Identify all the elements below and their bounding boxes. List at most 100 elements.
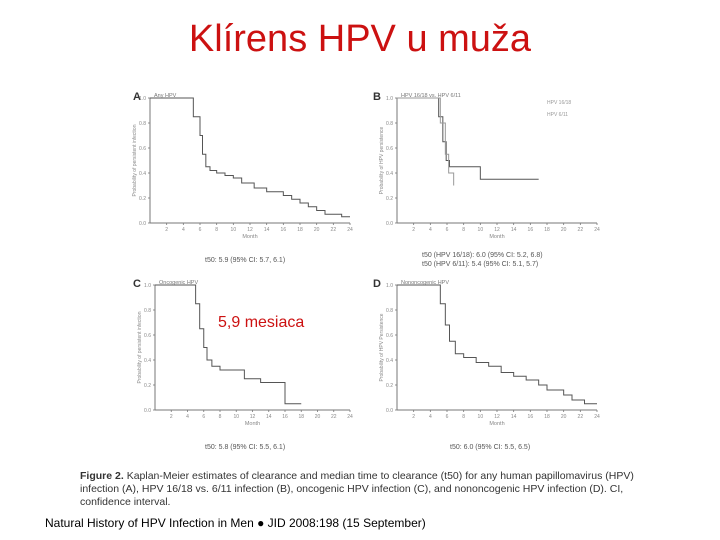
x-tick-label: 10 (478, 414, 484, 420)
x-tick-label: 4 (429, 414, 432, 420)
panel-b: B HPV 16/18 vs. HPV 6/11 1.0 0.8 0.6 0.4 0.2 0.… (373, 91, 600, 268)
figure-caption: Figure 2. Kaplan-Meier estimates of clea… (80, 470, 660, 509)
x-tick-label: 24 (594, 227, 600, 233)
x-axis-label: Month (242, 234, 257, 240)
x-tick-label: 22 (331, 414, 337, 420)
caption-text: Kaplan-Meier estimates of clearance and … (80, 470, 634, 508)
y-tick-label: 0.4 (386, 358, 393, 364)
y-tick-label: 0.4 (139, 171, 146, 177)
km-curve-1 (397, 284, 597, 405)
median-label: t50 (HPV 6/11): 5.4 (95% CI: 5.1, 5.7) (422, 261, 538, 268)
legend-entry: HPV 16/18 (547, 100, 571, 106)
y-tick-label: 0.8 (144, 308, 151, 314)
x-tick-label: 12 (247, 227, 253, 233)
x-tick-label: 24 (594, 414, 600, 420)
y-tick-label: 0.2 (386, 196, 393, 202)
x-tick-label: 14 (511, 414, 517, 420)
x-tick-label: 4 (186, 414, 189, 420)
panel-letter: D (373, 278, 381, 290)
y-tick-label: 0.8 (139, 121, 146, 127)
x-tick-label: 24 (347, 414, 353, 420)
x-tick-label: 20 (561, 414, 567, 420)
x-tick-label: 8 (462, 414, 465, 420)
panel-letter: C (133, 278, 141, 290)
legend-entry: HPV 6/11 (547, 112, 568, 118)
y-axis-label: Probability of persistent infection (132, 124, 138, 196)
km-curve-1 (397, 97, 539, 180)
x-tick-label: 8 (215, 227, 218, 233)
median-label: t50: 6.0 (95% CI: 5.5, 6.5) (450, 444, 530, 451)
slide-title: Klírens HPV u muža (188, 18, 532, 60)
y-tick-label: 0.6 (386, 333, 393, 339)
x-tick-label: 16 (282, 414, 288, 420)
y-tick-label: 0.8 (386, 308, 393, 314)
x-tick-label: 12 (494, 414, 500, 420)
y-tick-label: 0.6 (144, 333, 151, 339)
y-tick-label: 0.6 (386, 146, 393, 152)
caption-label: Figure 2. (80, 470, 124, 482)
y-axis-label: Probability of persistent infection (137, 311, 143, 383)
x-tick-label: 8 (462, 227, 465, 233)
x-tick-label: 6 (202, 414, 205, 420)
y-tick-label: 1.0 (144, 283, 151, 289)
median-annotation: 5,9 mesiaca (218, 314, 305, 331)
x-tick-label: 16 (528, 227, 534, 233)
x-tick-label: 18 (298, 414, 304, 420)
y-tick-label: 0.8 (386, 121, 393, 127)
x-tick-label: 24 (347, 227, 353, 233)
x-tick-label: 18 (544, 414, 550, 420)
y-tick-label: 0.2 (144, 383, 151, 389)
x-axis-label: Month (489, 234, 504, 240)
median-label: t50: 5.9 (95% CI: 5.7, 6.1) (205, 257, 285, 264)
panel-title: HPV 16/18 vs. HPV 6/11 (401, 93, 461, 99)
x-tick-label: 22 (578, 414, 584, 420)
y-tick-label: 0.0 (386, 408, 393, 414)
panel-letter: B (373, 91, 381, 103)
median-label: t50 (HPV 16/18): 6.0 (95% CI: 5.2, 6.8) (422, 252, 543, 259)
x-tick-label: 20 (315, 414, 321, 420)
km-curve-1 (155, 284, 302, 405)
x-tick-label: 16 (281, 227, 287, 233)
y-axis-label: Probability of HPV Persistence (379, 313, 385, 381)
y-tick-label: 0.4 (144, 358, 151, 364)
y-tick-label: 0.0 (144, 408, 151, 414)
panel-title: Oncogenic HPV (159, 280, 198, 286)
x-tick-label: 4 (182, 227, 185, 233)
x-tick-label: 12 (494, 227, 500, 233)
km-curve-1 (150, 97, 350, 218)
x-tick-label: 2 (170, 414, 173, 420)
x-axis-label: Month (245, 421, 260, 427)
citation: Natural History of HPV Infection in Men … (45, 516, 426, 530)
y-tick-label: 1.0 (386, 283, 393, 289)
x-tick-label: 20 (561, 227, 567, 233)
x-tick-label: 10 (478, 227, 484, 233)
panel-title: Nononcogenic HPV (401, 280, 449, 286)
panel-letter: A (133, 91, 141, 103)
x-tick-label: 10 (233, 414, 239, 420)
x-tick-label: 12 (250, 414, 256, 420)
x-tick-label: 6 (446, 227, 449, 233)
x-tick-label: 2 (412, 227, 415, 233)
x-tick-label: 10 (231, 227, 237, 233)
x-tick-label: 6 (446, 414, 449, 420)
x-tick-label: 16 (528, 414, 534, 420)
x-tick-label: 20 (314, 227, 320, 233)
x-tick-label: 18 (297, 227, 303, 233)
y-tick-label: 0.2 (386, 383, 393, 389)
panel-title: Any HPV (154, 93, 177, 99)
y-tick-label: 1.0 (386, 96, 393, 102)
x-tick-label: 22 (331, 227, 337, 233)
y-axis-label: Probability of HPV persistence (379, 127, 385, 195)
x-tick-label: 14 (511, 227, 517, 233)
x-tick-label: 14 (264, 227, 270, 233)
y-tick-label: 0.0 (386, 221, 393, 227)
y-tick-label: 0.2 (139, 196, 146, 202)
median-label: t50: 5.8 (95% CI: 5.5, 6.1) (205, 444, 285, 451)
x-tick-label: 2 (165, 227, 168, 233)
x-tick-label: 14 (266, 414, 272, 420)
x-tick-label: 2 (412, 414, 415, 420)
